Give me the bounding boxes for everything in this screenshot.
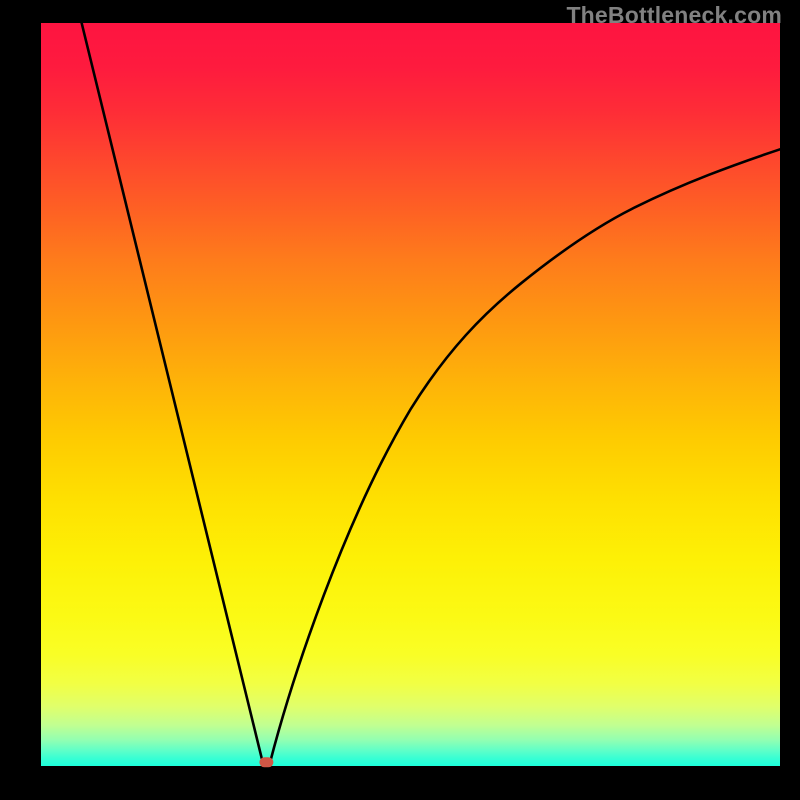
- watermark-text: TheBottleneck.com: [566, 2, 782, 29]
- optimal-point-marker: [259, 757, 273, 767]
- bottleneck-chart: [0, 0, 800, 800]
- chart-stage: TheBottleneck.com: [0, 0, 800, 800]
- plot-area: [41, 23, 780, 766]
